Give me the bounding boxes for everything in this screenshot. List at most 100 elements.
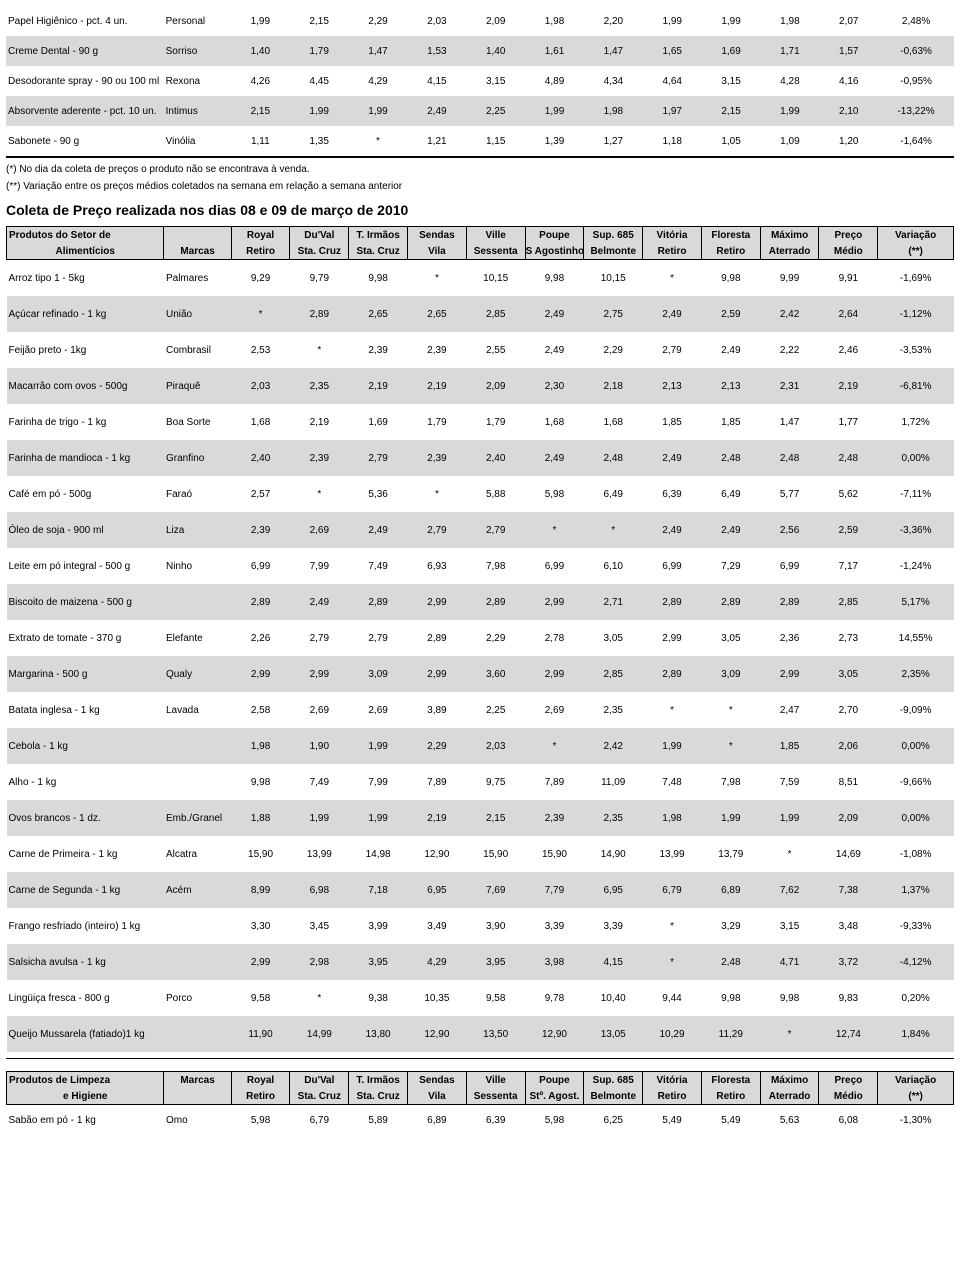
header-cell: Vitória <box>643 1072 702 1089</box>
header-cell: Du'Val <box>290 227 349 244</box>
brand-cell: Intimus <box>164 96 231 126</box>
value-cell: 9,75 <box>466 764 525 800</box>
value-cell: 1,35 <box>290 126 349 156</box>
value-cell: 2,25 <box>466 96 525 126</box>
value-cell: 9,98 <box>701 980 760 1016</box>
value-cell: 2,26 <box>231 620 290 656</box>
value-cell: 2,07 <box>819 6 878 36</box>
value-cell: 6,49 <box>584 476 643 512</box>
header-cell: Máximo <box>760 227 819 244</box>
header-cell: Sta. Cruz <box>349 1088 408 1105</box>
value-cell: 9,98 <box>701 260 760 297</box>
value-cell: 3,15 <box>702 66 761 96</box>
table-row: Papel Higiênico - pct. 4 un.Personal1,99… <box>6 6 954 36</box>
value-cell: 1,99 <box>643 728 702 764</box>
value-cell: * <box>525 512 584 548</box>
header-cell: Variação <box>878 1072 954 1089</box>
value-cell: 1,05 <box>702 126 761 156</box>
value-cell: 13,50 <box>466 1016 525 1052</box>
product-cell: Batata inglesa - 1 kg <box>7 692 164 728</box>
value-cell: 0,20% <box>878 980 954 1016</box>
value-cell: * <box>643 908 702 944</box>
table-row: Creme Dental - 90 gSorriso1,401,791,471,… <box>6 36 954 66</box>
header-cell: Vitória <box>643 227 702 244</box>
header-cell: Médio <box>819 1088 878 1105</box>
value-cell: 1,99 <box>290 96 349 126</box>
value-cell: -1,64% <box>878 126 954 156</box>
value-cell: 1,69 <box>349 404 408 440</box>
value-cell: 11,29 <box>701 1016 760 1052</box>
value-cell: 1,71 <box>760 36 819 66</box>
value-cell: 2,39 <box>290 440 349 476</box>
value-cell: 2,48 <box>760 440 819 476</box>
value-cell: * <box>231 296 290 332</box>
header-cell: (**) <box>878 1088 954 1105</box>
product-cell: Frango resfriado (inteiro) 1 kg <box>7 908 164 944</box>
value-cell: 2,59 <box>701 296 760 332</box>
food-products-table: Produtos do Setor deRoyalDu'ValT. Irmãos… <box>6 226 954 1052</box>
value-cell: 2,49 <box>525 296 584 332</box>
product-cell: Desodorante spray - 90 ou 100 ml <box>6 66 164 96</box>
value-cell: 2,48 <box>701 440 760 476</box>
value-cell: 4,26 <box>231 66 290 96</box>
value-cell: 6,79 <box>290 1105 349 1136</box>
value-cell: 7,99 <box>349 764 408 800</box>
brand-cell: Piraquê <box>164 368 231 404</box>
value-cell: 7,18 <box>349 872 408 908</box>
value-cell: 2,73 <box>819 620 878 656</box>
value-cell: 6,89 <box>701 872 760 908</box>
header-cell: Retiro <box>701 1088 760 1105</box>
value-cell: 1,88 <box>231 800 290 836</box>
value-cell: 2,19 <box>408 800 467 836</box>
value-cell: 1,09 <box>760 126 819 156</box>
header-cell: S Agostinho <box>525 243 584 260</box>
value-cell: 7,17 <box>819 548 878 584</box>
value-cell: 0,00% <box>878 800 954 836</box>
value-cell: 2,49 <box>643 296 702 332</box>
value-cell: 3,60 <box>466 656 525 692</box>
header-cell: Ville <box>466 1072 525 1089</box>
value-cell: 5,63 <box>760 1105 819 1136</box>
value-cell: 1,68 <box>584 404 643 440</box>
value-cell: 1,37% <box>878 872 954 908</box>
value-cell: 1,21 <box>407 126 466 156</box>
value-cell: 3,09 <box>701 656 760 692</box>
value-cell: * <box>643 944 702 980</box>
value-cell: 2,85 <box>819 584 878 620</box>
value-cell: 1,20 <box>819 126 878 156</box>
value-cell: 2,85 <box>584 656 643 692</box>
value-cell: -9,66% <box>878 764 954 800</box>
product-cell: Lingüiça fresca - 800 g <box>7 980 164 1016</box>
value-cell: 1,47 <box>584 36 643 66</box>
value-cell: -0,63% <box>878 36 954 66</box>
product-cell: Margarina - 500 g <box>7 656 164 692</box>
header-cell: T. Irmãos <box>349 1072 408 1089</box>
value-cell: 7,89 <box>408 764 467 800</box>
value-cell: 9,83 <box>819 980 878 1016</box>
value-cell: 2,89 <box>701 584 760 620</box>
value-cell: 2,53 <box>231 332 290 368</box>
value-cell: 2,89 <box>349 584 408 620</box>
header-cell: Preço <box>819 1072 878 1089</box>
value-cell: 2,49 <box>290 584 349 620</box>
value-cell: 2,09 <box>466 368 525 404</box>
value-cell: 12,90 <box>408 836 467 872</box>
brand-cell: Acém <box>164 872 231 908</box>
brand-cell: Faraó <box>164 476 231 512</box>
value-cell: 3,90 <box>466 908 525 944</box>
value-cell: 1,18 <box>643 126 702 156</box>
table-row: Absorvente aderente - pct. 10 un.Intimus… <box>6 96 954 126</box>
value-cell: 2,29 <box>408 728 467 764</box>
section-title: Coleta de Preço realizada nos dias 08 e … <box>6 202 954 218</box>
value-cell: 7,49 <box>349 548 408 584</box>
value-cell: * <box>760 836 819 872</box>
brand-cell: Palmares <box>164 260 231 297</box>
product-cell: Papel Higiênico - pct. 4 un. <box>6 6 164 36</box>
value-cell: 1,97 <box>643 96 702 126</box>
value-cell: 5,89 <box>349 1105 408 1136</box>
value-cell: 1,61 <box>525 36 584 66</box>
value-cell: -1,08% <box>878 836 954 872</box>
value-cell: 9,44 <box>643 980 702 1016</box>
value-cell: 2,89 <box>231 584 290 620</box>
value-cell: 2,40 <box>466 440 525 476</box>
